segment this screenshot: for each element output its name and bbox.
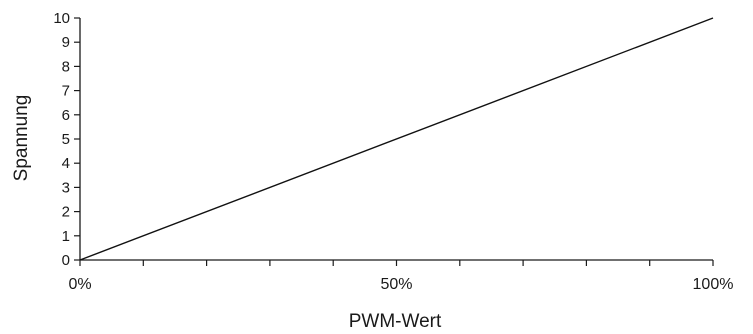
series-line	[79, 17, 714, 261]
y-tick-label: 6	[62, 107, 70, 124]
x-tick-label: 50%	[380, 276, 412, 293]
y-tick-label: 0	[62, 252, 70, 269]
y-tick-label: 2	[62, 204, 70, 221]
y-tick-label: 10	[53, 10, 70, 27]
y-axis-title: Spannung	[11, 95, 32, 182]
y-tick-label: 9	[62, 34, 70, 51]
x-axis-title: PWM-Wert	[349, 311, 442, 332]
x-tick-label: 0%	[68, 276, 91, 293]
y-tick-label: 5	[62, 131, 70, 148]
series-group	[79, 17, 714, 261]
y-tick-label: 4	[62, 155, 70, 172]
y-tick-label: 3	[62, 179, 70, 196]
y-tick-label: 8	[62, 58, 70, 75]
x-tick-label: 100%	[693, 276, 734, 293]
y-tick-label: 1	[62, 228, 70, 245]
y-axis-ticks: 0 1 2 3 4 5 6 7 8 9 10	[53, 10, 80, 269]
y-tick-label: 7	[62, 83, 70, 100]
x-axis-ticks: 0% 50% 100%	[68, 260, 733, 293]
